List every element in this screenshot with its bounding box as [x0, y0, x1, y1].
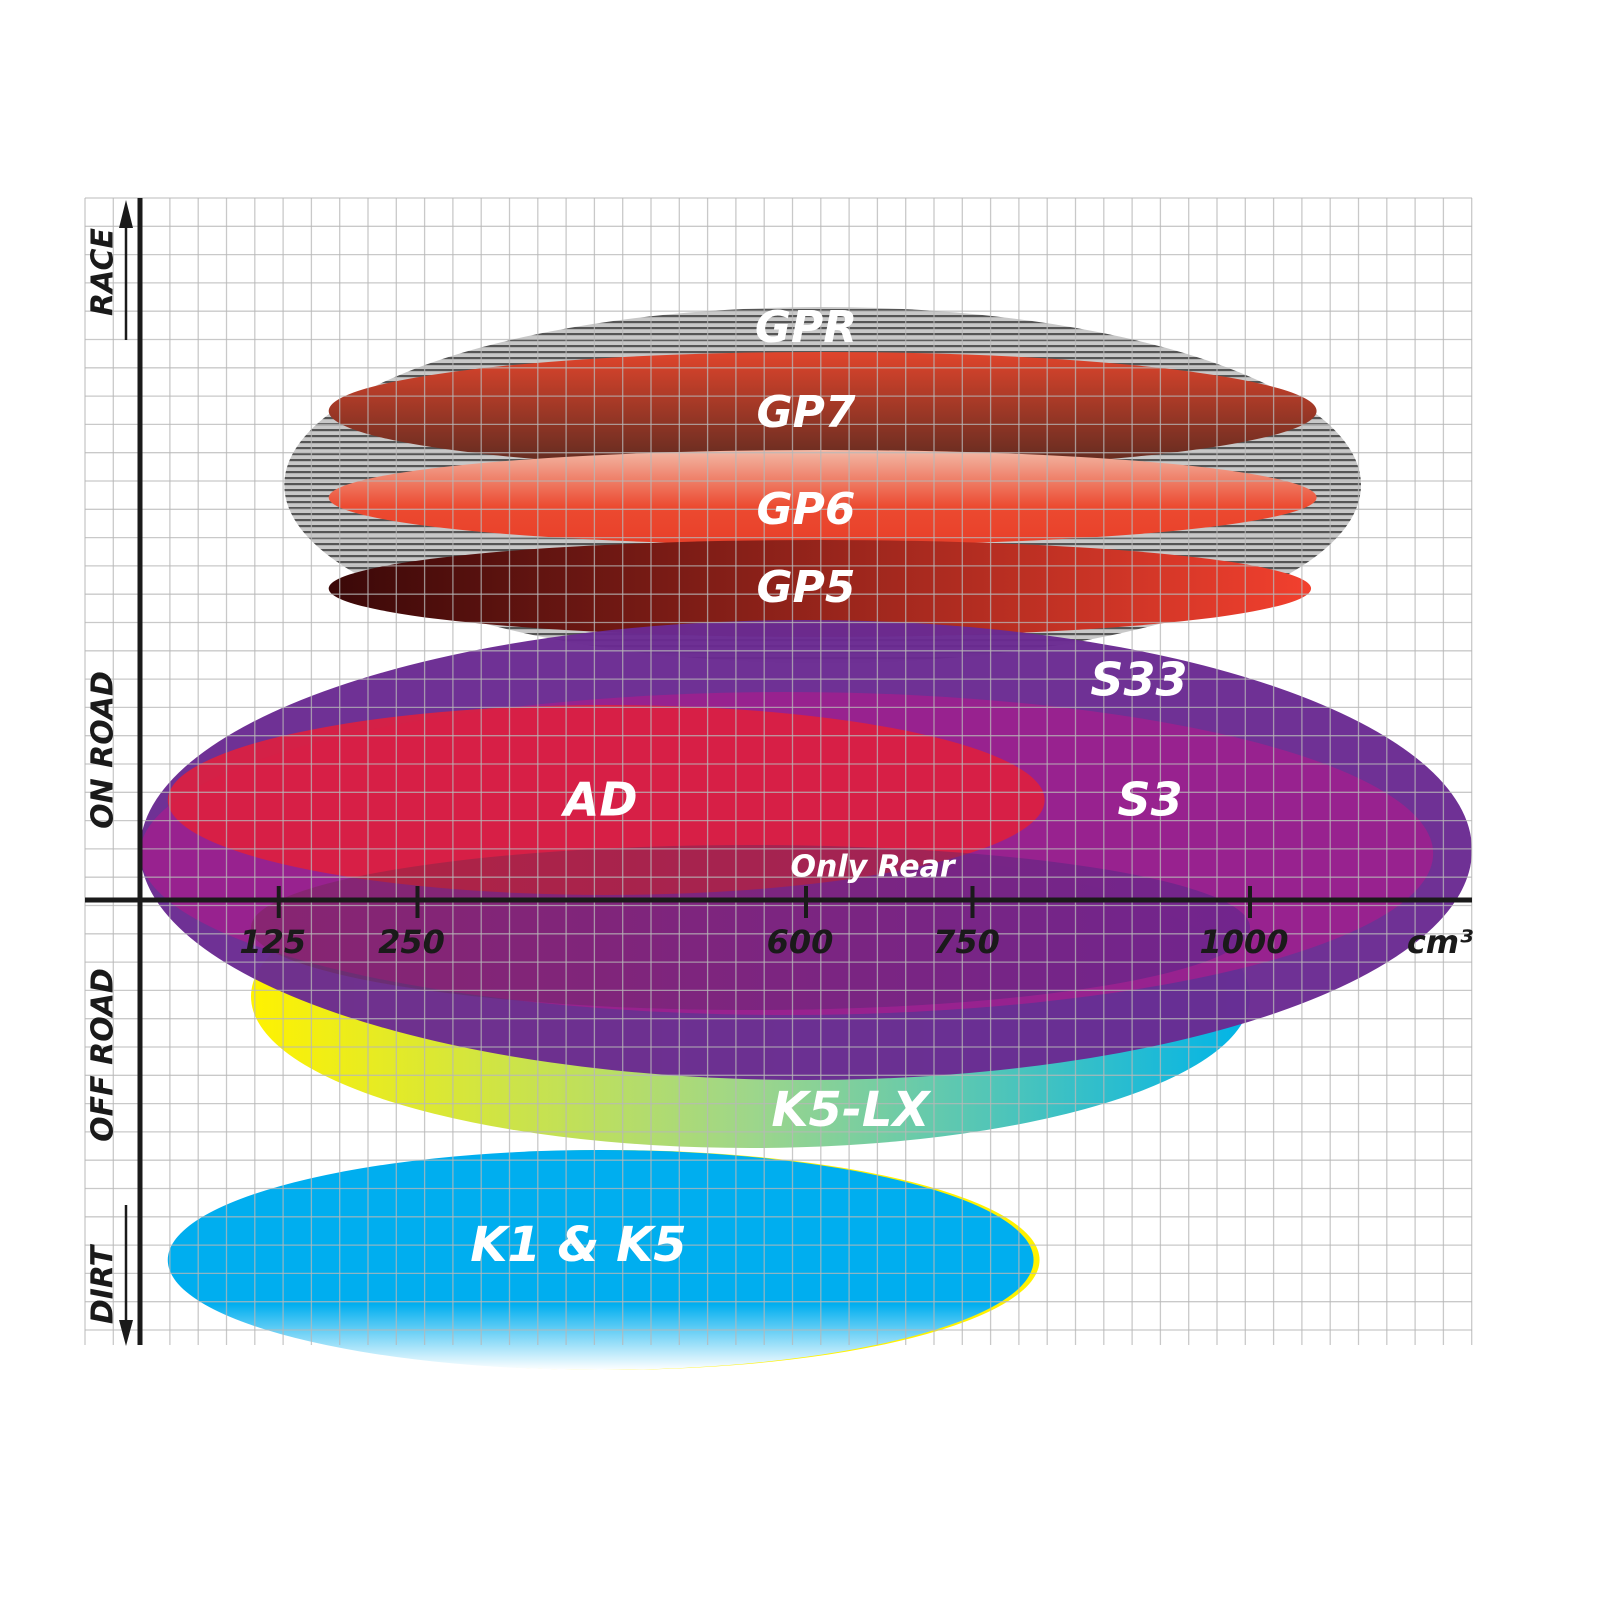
- y-category-label: DIRT: [86, 1243, 121, 1324]
- gp7-label: GP7: [757, 387, 856, 438]
- gp7-ellipse: [328, 352, 1317, 470]
- y-category-label: ON ROAD: [86, 671, 121, 829]
- x-tick-label: 250: [378, 923, 445, 961]
- product-labels: GPR GP7 GP6 GP5 K5-LX S33 S3 AD Only Rear K1 & K5: [470, 302, 1187, 1273]
- y-category-label: RACE: [86, 228, 121, 316]
- x-unit-label: cm³: [1407, 923, 1473, 961]
- onlyrear-label: Only Rear: [791, 850, 957, 885]
- onlyrear-ellipse: [251, 845, 1250, 1010]
- ad-label: AD: [561, 773, 638, 827]
- k1k5-ellipse: [167, 1150, 1034, 1370]
- s3-label: S3: [1118, 773, 1183, 827]
- down-arrow-icon: [119, 1320, 133, 1346]
- up-arrow-icon: [119, 200, 133, 228]
- gp6-ellipse: [328, 450, 1317, 545]
- k5lx-label: K5-LX: [771, 1082, 931, 1138]
- x-tick-label: 1000: [1199, 923, 1288, 961]
- gpr-label: GPR: [755, 302, 857, 353]
- k1k5-label: K1 & K5: [470, 1217, 686, 1273]
- x-tick-label: 750: [933, 923, 1000, 961]
- grid: [84, 197, 1473, 1345]
- gp5-ellipse: [328, 540, 1312, 637]
- x-tick-label: 600: [767, 923, 834, 961]
- gp6-label: GP6: [757, 484, 856, 535]
- x-tick-label: 125: [239, 923, 306, 961]
- axes: 125 250 600 750 1000 cm³ RACE ON ROAD OFF ROAD DI…: [85, 198, 1473, 1346]
- s33-label: S33: [1090, 653, 1187, 707]
- gp5-label: GP5: [757, 562, 856, 613]
- y-category-label: OFF ROAD: [86, 968, 121, 1142]
